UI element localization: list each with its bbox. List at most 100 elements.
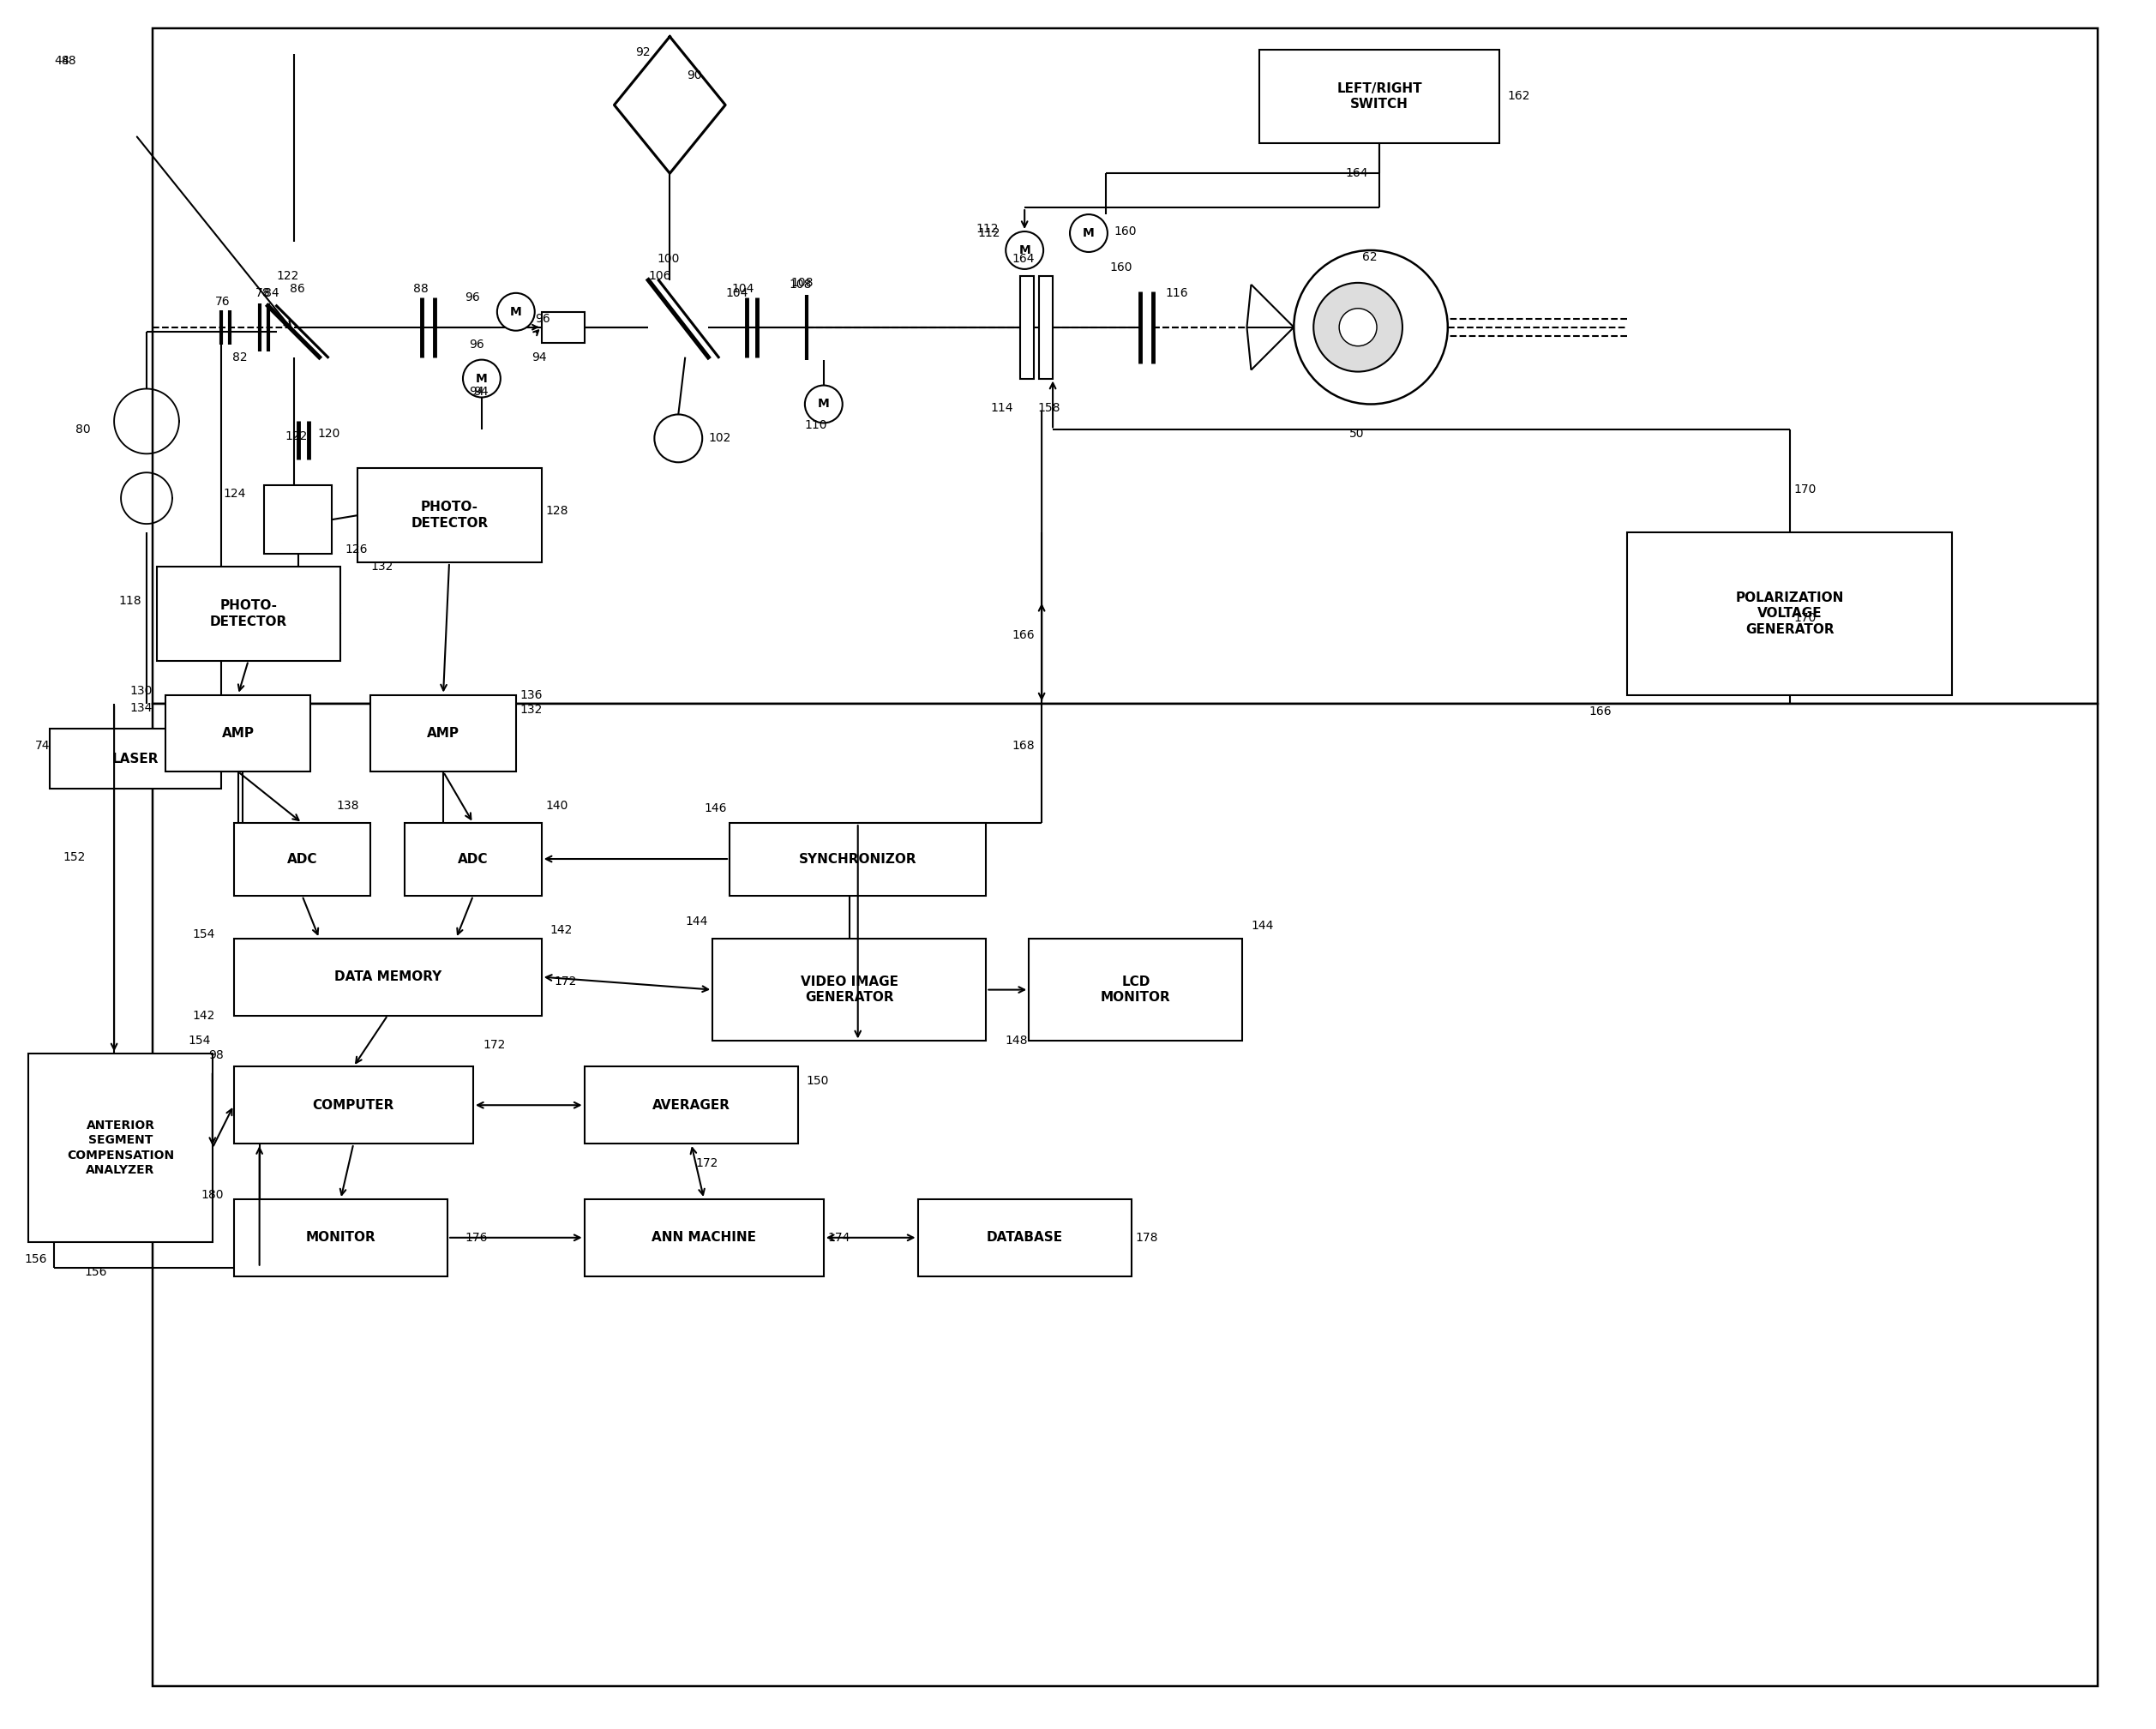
Text: ADC: ADC xyxy=(287,852,317,866)
Text: 74: 74 xyxy=(34,740,50,752)
Text: 142: 142 xyxy=(550,923,573,935)
Text: 164: 164 xyxy=(1011,252,1035,265)
Text: 96: 96 xyxy=(464,290,481,303)
Text: PHOTO-
DETECTOR: PHOTO- DETECTOR xyxy=(412,501,489,529)
Text: 146: 146 xyxy=(705,802,727,814)
Text: 128: 128 xyxy=(545,505,569,517)
Text: 112: 112 xyxy=(977,223,998,235)
Text: DATA MEMORY: DATA MEMORY xyxy=(334,970,442,984)
Text: 124: 124 xyxy=(224,488,246,500)
Text: LASER: LASER xyxy=(112,752,160,766)
Text: 144: 144 xyxy=(686,915,707,927)
Bar xyxy=(584,1067,798,1143)
Text: 150: 150 xyxy=(806,1075,830,1088)
Text: ANN MACHINE: ANN MACHINE xyxy=(651,1231,757,1245)
Circle shape xyxy=(804,386,843,424)
Text: 82: 82 xyxy=(233,351,248,363)
Text: 78: 78 xyxy=(254,287,270,299)
Text: 148: 148 xyxy=(1005,1036,1028,1048)
Bar xyxy=(263,486,332,553)
Text: 116: 116 xyxy=(1166,287,1188,299)
Text: LEFT/RIGHT
SWITCH: LEFT/RIGHT SWITCH xyxy=(1337,81,1423,111)
Text: 122: 122 xyxy=(276,270,300,282)
Text: 96: 96 xyxy=(468,339,485,351)
Text: 80: 80 xyxy=(75,424,91,436)
Bar xyxy=(405,823,541,896)
Text: 110: 110 xyxy=(804,420,828,432)
Text: 166: 166 xyxy=(1011,629,1035,641)
Circle shape xyxy=(655,415,703,462)
Text: 134: 134 xyxy=(129,702,153,714)
Circle shape xyxy=(1069,214,1108,252)
Text: M: M xyxy=(1018,244,1031,256)
Text: ADC: ADC xyxy=(457,852,489,866)
Text: 180: 180 xyxy=(201,1190,224,1202)
Text: AMP: AMP xyxy=(427,726,459,740)
Text: 172: 172 xyxy=(483,1039,507,1051)
Text: 106: 106 xyxy=(649,270,671,282)
Text: 152: 152 xyxy=(63,851,86,863)
Bar xyxy=(1628,533,1951,695)
Bar xyxy=(1028,939,1242,1041)
Bar xyxy=(584,1200,824,1276)
Text: 158: 158 xyxy=(1037,403,1061,415)
Text: 178: 178 xyxy=(1136,1231,1158,1243)
Text: PHOTO-
DETECTOR: PHOTO- DETECTOR xyxy=(209,600,287,628)
Text: 104: 104 xyxy=(724,287,748,299)
Text: 142: 142 xyxy=(192,1010,216,1022)
Bar xyxy=(1259,50,1498,144)
Text: MONITOR: MONITOR xyxy=(306,1231,375,1245)
Text: 94: 94 xyxy=(530,351,545,363)
Text: AMP: AMP xyxy=(222,726,254,740)
Text: 126: 126 xyxy=(345,543,369,555)
Circle shape xyxy=(498,292,535,330)
Bar xyxy=(233,1200,448,1276)
Text: 96: 96 xyxy=(535,313,550,325)
Text: M: M xyxy=(1082,226,1095,239)
Circle shape xyxy=(1339,308,1378,346)
Text: ANTERIOR
SEGMENT
COMPENSATION
ANALYZER: ANTERIOR SEGMENT COMPENSATION ANALYZER xyxy=(67,1120,175,1176)
Text: 176: 176 xyxy=(464,1231,487,1243)
Bar xyxy=(166,695,310,771)
Text: 104: 104 xyxy=(731,284,755,294)
Bar xyxy=(153,704,2098,1686)
Circle shape xyxy=(1005,232,1044,270)
Bar xyxy=(918,1200,1132,1276)
Text: 170: 170 xyxy=(1794,612,1818,624)
Text: 138: 138 xyxy=(336,801,360,813)
Circle shape xyxy=(1294,251,1447,405)
Text: SYNCHRONIZOR: SYNCHRONIZOR xyxy=(800,852,916,866)
Text: 136: 136 xyxy=(520,688,543,700)
Text: 156: 156 xyxy=(84,1266,108,1278)
Bar xyxy=(711,939,985,1041)
Bar xyxy=(1039,277,1052,379)
Circle shape xyxy=(464,360,500,398)
Text: 132: 132 xyxy=(520,704,543,716)
Bar xyxy=(233,939,541,1015)
Bar xyxy=(28,1055,213,1241)
Text: 86: 86 xyxy=(289,284,304,294)
Bar xyxy=(157,567,341,660)
Text: 160: 160 xyxy=(1110,261,1132,273)
Text: 84: 84 xyxy=(263,287,278,299)
Text: 100: 100 xyxy=(658,252,679,265)
Bar xyxy=(729,823,985,896)
Text: 112: 112 xyxy=(977,226,1000,239)
Text: VIDEO IMAGE
GENERATOR: VIDEO IMAGE GENERATOR xyxy=(800,975,899,1005)
Text: 76: 76 xyxy=(216,296,231,308)
Text: 172: 172 xyxy=(554,975,578,987)
Text: 114: 114 xyxy=(990,403,1013,415)
Bar xyxy=(1020,277,1035,379)
Text: 98: 98 xyxy=(209,1050,224,1062)
Text: LCD
MONITOR: LCD MONITOR xyxy=(1102,975,1171,1005)
Text: 168: 168 xyxy=(1011,740,1035,752)
Text: M: M xyxy=(817,398,830,410)
Text: 172: 172 xyxy=(696,1157,718,1169)
Text: 94: 94 xyxy=(472,386,487,398)
Text: 62: 62 xyxy=(1363,251,1378,263)
Text: 120: 120 xyxy=(317,429,341,441)
Bar xyxy=(233,823,371,896)
Bar xyxy=(371,695,515,771)
Text: 88: 88 xyxy=(414,284,429,294)
Text: 118: 118 xyxy=(119,595,142,607)
